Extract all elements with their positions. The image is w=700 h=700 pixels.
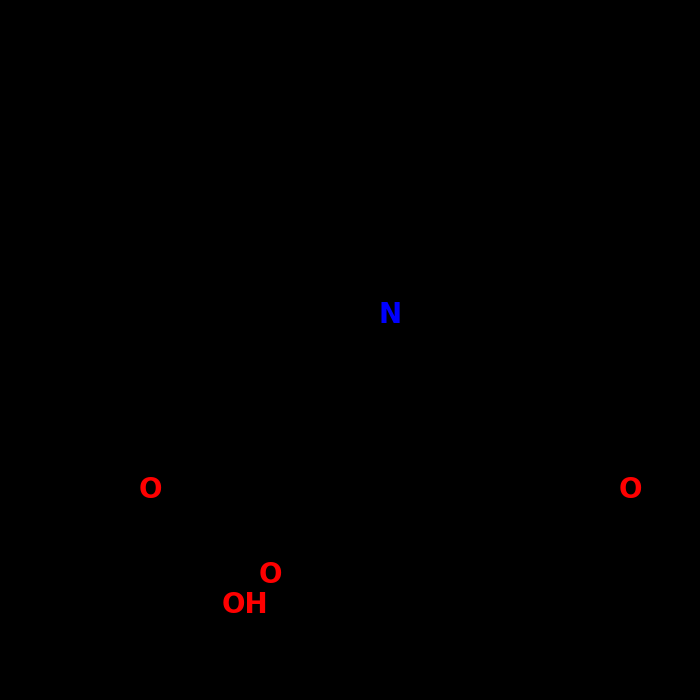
Text: OH: OH [222,591,268,619]
Text: O: O [139,476,162,504]
Text: O: O [258,561,281,589]
Text: N: N [379,301,402,329]
Text: O: O [618,476,642,504]
